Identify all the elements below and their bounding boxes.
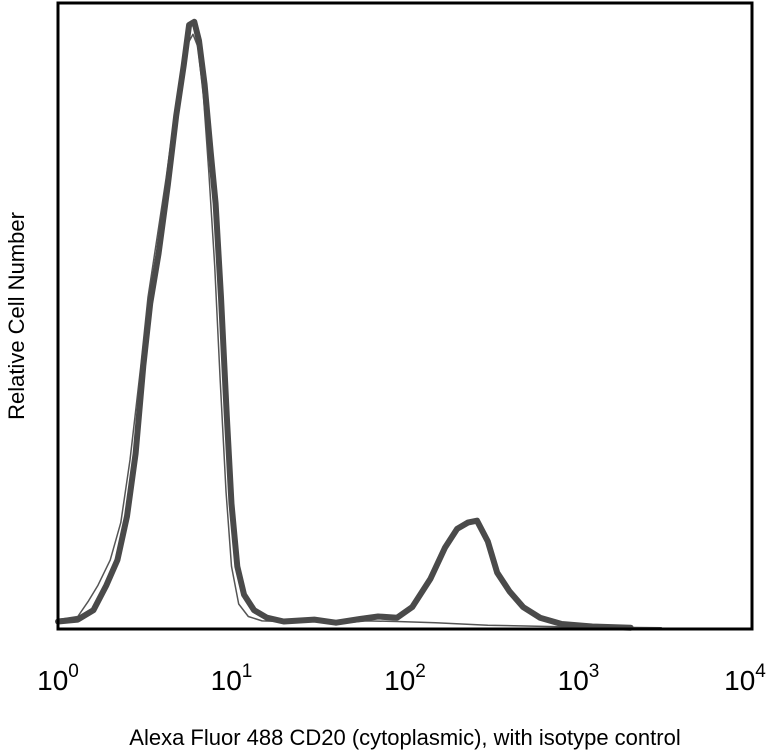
x-tick-exponent: 2 <box>415 661 426 682</box>
x-tick-exponent: 0 <box>68 661 79 682</box>
x-tick-base: 10 <box>558 665 589 696</box>
y-axis-label: Relative Cell Number <box>4 212 29 420</box>
plot-background <box>58 3 752 629</box>
x-tick-label: 101 <box>211 661 253 696</box>
x-tick-exponent: 3 <box>589 661 600 682</box>
x-tick-labels: 100 101 102 103 104 <box>37 661 766 696</box>
x-tick-exponent: 1 <box>242 661 253 682</box>
x-tick-base: 10 <box>724 665 755 696</box>
plot-frame <box>56 1 754 631</box>
histogram-thick-line <box>55 18 634 631</box>
x-axis-label: Alexa Fluor 488 CD20 (cytoplasmic), with… <box>129 725 680 750</box>
x-tick-label: 100 <box>37 661 79 696</box>
series-layer <box>55 18 663 631</box>
x-tick-base: 10 <box>384 665 415 696</box>
x-tick-base: 10 <box>211 665 242 696</box>
x-tick-base: 10 <box>37 665 68 696</box>
x-tick-label: 103 <box>558 661 600 696</box>
x-tick-label: 102 <box>384 661 426 696</box>
x-tick-exponent: 4 <box>755 661 766 682</box>
x-tick-label: 104 <box>724 661 766 696</box>
